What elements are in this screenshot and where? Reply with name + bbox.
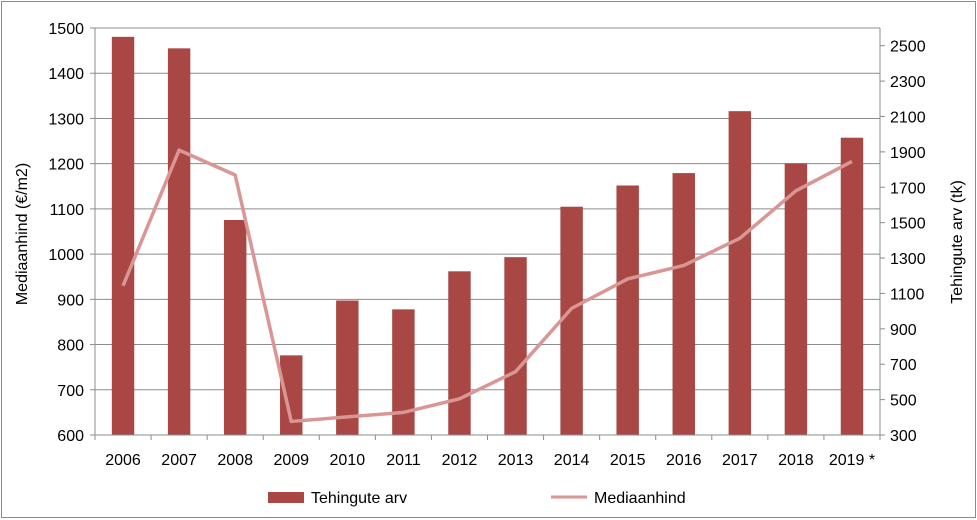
x-tick-label: 2012 [442, 452, 478, 469]
bar [840, 137, 864, 435]
x-tick-label: 2017 [722, 452, 758, 469]
left-tick-label: 900 [57, 292, 84, 309]
left-tick-label: 700 [57, 383, 84, 400]
right-tick-label: 1900 [890, 145, 926, 162]
x-tick-label: 2018 [778, 452, 814, 469]
bar [672, 173, 695, 435]
x-tick-label: 2014 [554, 452, 590, 469]
x-tick-label: 2016 [666, 452, 702, 469]
right-tick-label: 900 [890, 322, 917, 339]
left-tick-label: 1200 [48, 157, 84, 174]
axes [94, 28, 881, 436]
x-tick-label: 2009 [273, 452, 309, 469]
x-tick-label: 2010 [330, 452, 366, 469]
right-axis-ticks: 300 500 700 900 1100 1300 1500 1700 1900 2100 2300… [880, 39, 926, 445]
right-axis-title: Tehingute arv (tk) [949, 180, 966, 304]
line-series-mediaanhind [121, 148, 853, 424]
left-axis-ticks: 600 700 800 900 1000 1100 1200 1300 1400 1500 [48, 21, 95, 445]
right-tick-label: 1500 [890, 216, 926, 233]
right-tick-label: 1700 [890, 180, 926, 197]
bar-series-tehingute-arv [111, 36, 864, 436]
bar [336, 300, 359, 435]
x-tick-label: 2011 [386, 452, 421, 469]
left-tick-label: 1400 [48, 66, 84, 83]
line-path [121, 148, 853, 424]
bar [223, 219, 247, 435]
right-tick-label: 300 [890, 428, 917, 445]
bar [392, 309, 415, 435]
right-tick-label: 2100 [890, 109, 926, 126]
left-tick-label: 600 [57, 428, 84, 445]
bar [280, 355, 303, 435]
x-axis-ticks: 2006 2007 2008 2009 2010 2011 2012 2013 2014 2015… [94, 435, 881, 469]
bar [784, 163, 808, 435]
bar [728, 111, 752, 436]
legend: Tehingute arv Mediaanhind [268, 490, 686, 507]
legend-swatch-tehingute-arv [268, 492, 304, 503]
left-tick-label: 1500 [48, 21, 84, 38]
right-tick-label: 500 [890, 393, 917, 410]
left-tick-label: 1300 [48, 111, 84, 128]
bar [167, 48, 191, 435]
bar [448, 271, 471, 435]
right-tick-label: 1300 [890, 251, 926, 268]
right-tick-label: 700 [890, 357, 917, 374]
x-tick-label: 2007 [161, 452, 197, 469]
gridlines [95, 27, 880, 391]
legend-label-mediaanhind: Mediaanhind [594, 490, 686, 507]
bar [560, 206, 583, 435]
right-tick-label: 1100 [890, 286, 925, 303]
x-tick-label: 2019 * [829, 452, 875, 469]
left-tick-label: 800 [57, 338, 84, 355]
x-tick-label: 2013 [498, 452, 534, 469]
left-axis-title: Mediaanhind (€/m2) [14, 163, 31, 305]
right-tick-label: 2500 [890, 39, 926, 56]
left-tick-label: 1100 [50, 202, 85, 219]
x-tick-label: 2015 [610, 452, 646, 469]
legend-label-tehingute-arv: Tehingute arv [311, 490, 407, 507]
x-tick-label: 2008 [217, 452, 253, 469]
left-tick-label: 1000 [48, 247, 84, 264]
bar [504, 257, 527, 435]
bar [111, 36, 135, 435]
bar [616, 185, 639, 435]
x-tick-label: 2006 [105, 452, 141, 469]
right-tick-label: 2300 [890, 74, 926, 91]
